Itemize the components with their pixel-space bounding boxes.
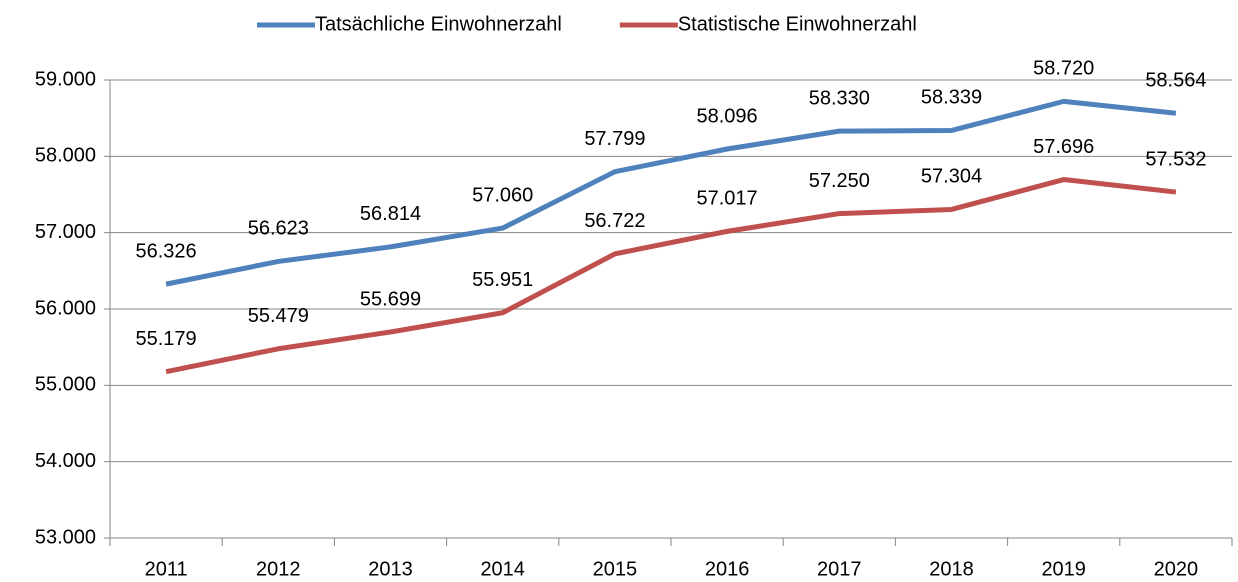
x-tick-label: 2020 — [1154, 558, 1199, 580]
data-label: 55.179 — [136, 328, 197, 350]
data-label: 57.250 — [809, 170, 870, 192]
x-tick-label: 2018 — [929, 558, 974, 580]
y-tick-label: 59.000 — [35, 68, 96, 90]
data-label: 56.326 — [136, 240, 197, 262]
data-label: 57.304 — [921, 166, 982, 188]
x-tick-label: 2014 — [480, 558, 525, 580]
data-label: 57.532 — [1145, 148, 1206, 170]
data-label: 56.722 — [584, 210, 645, 232]
data-label: 58.720 — [1033, 58, 1094, 80]
data-label: 58.339 — [921, 87, 982, 109]
legend-label: Tatsächliche Einwohnerzahl — [315, 13, 562, 35]
data-label: 55.951 — [472, 269, 533, 291]
x-tick-label: 2011 — [145, 558, 188, 580]
y-tick-label: 57.000 — [35, 221, 96, 243]
x-tick-label: 2012 — [256, 558, 301, 580]
x-tick-label: 2017 — [817, 558, 862, 580]
data-label: 57.017 — [697, 188, 758, 210]
x-tick-label: 2013 — [368, 558, 413, 580]
line-series — [165, 177, 1177, 375]
line-series — [165, 98, 1177, 287]
data-label: 56.814 — [360, 203, 421, 225]
data-label: 55.479 — [248, 305, 309, 327]
x-tick-label: 2015 — [593, 558, 638, 580]
data-label: 56.623 — [248, 218, 309, 240]
y-tick-label: 55.000 — [35, 374, 96, 396]
data-label: 55.699 — [360, 288, 421, 310]
x-tick-label: 2016 — [705, 558, 750, 580]
y-tick-label: 53.000 — [35, 526, 96, 548]
data-label: 58.330 — [809, 87, 870, 109]
data-label: 57.799 — [584, 128, 645, 150]
y-tick-label: 54.000 — [35, 450, 96, 472]
data-label: 57.696 — [1033, 136, 1094, 158]
data-label: 58.096 — [697, 105, 758, 127]
y-tick-label: 56.000 — [35, 297, 96, 319]
data-label: 58.564 — [1145, 70, 1206, 92]
y-tick-label: 58.000 — [35, 145, 96, 167]
legend-label: Statistische Einwohnerzahl — [678, 13, 917, 35]
data-label: 57.060 — [472, 184, 533, 206]
x-tick-label: 2019 — [1041, 558, 1086, 580]
